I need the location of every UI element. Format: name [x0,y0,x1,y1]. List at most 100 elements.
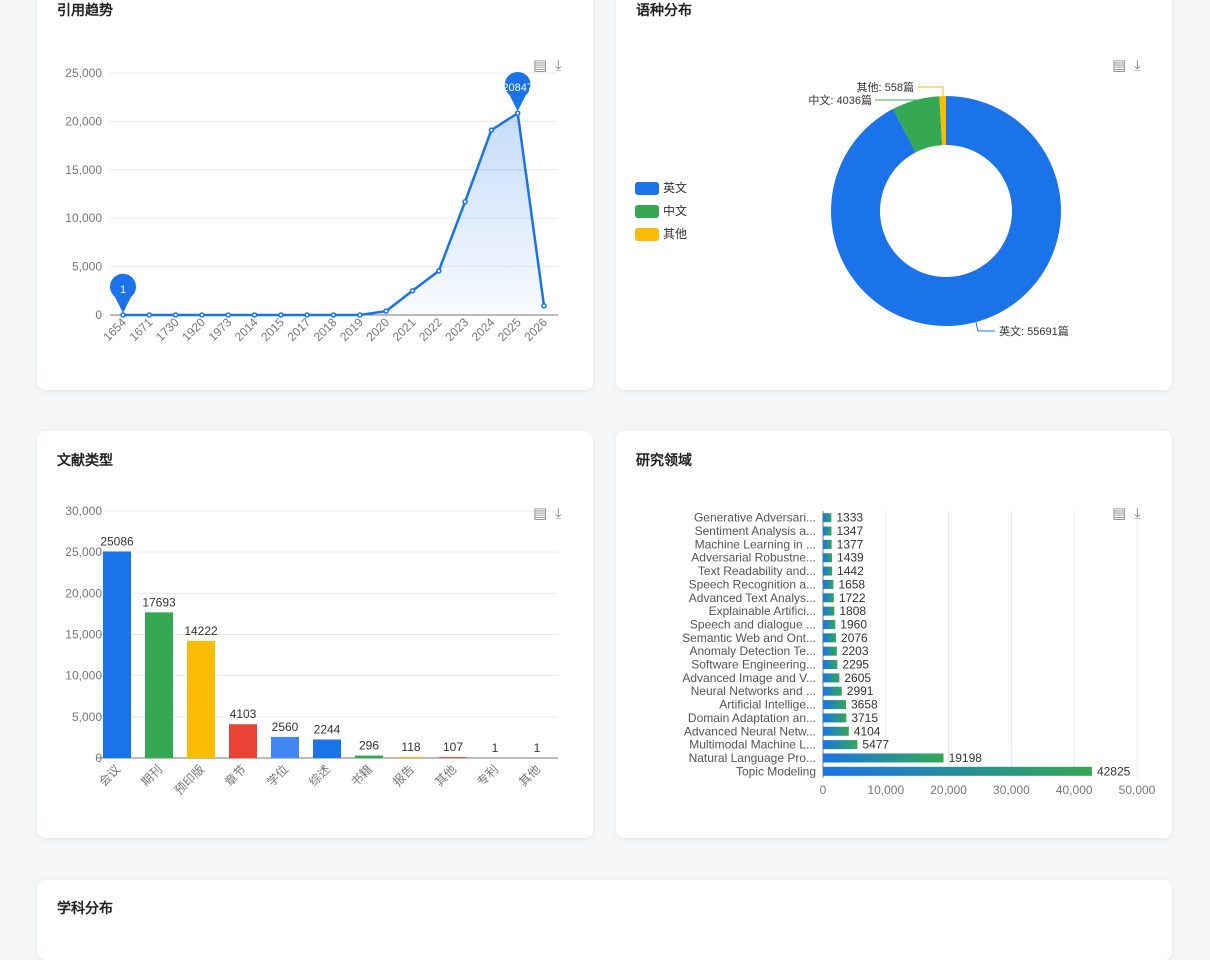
data-view-icon[interactable]: ▤ [1112,57,1126,74]
data-point [410,289,414,293]
x-tick-label: 30,000 [993,783,1030,797]
bar[interactable] [229,724,257,758]
x-tick-label: 1730 [153,315,182,344]
data-point [121,313,125,317]
y-tick-label: Machine Learning in ... [695,537,816,551]
bar[interactable] [823,740,857,749]
x-tick-label: 10,000 [867,783,904,797]
legend-swatch[interactable] [635,182,659,195]
bar[interactable] [823,540,832,549]
data-label: 42825 [1097,764,1131,778]
y-tick-label: Multimodal Machine L... [689,738,816,752]
data-point [147,313,151,317]
y-tick-label: 10,000 [65,669,102,683]
data-view-icon[interactable]: ▤ [533,57,547,74]
data-point [200,313,204,317]
y-tick-label: Speech and dialogue ... [690,617,816,631]
x-tick-label: 其他 [516,762,543,789]
y-tick-label: 5,000 [72,710,102,724]
bar[interactable] [145,612,173,758]
data-point [305,313,309,317]
bar[interactable] [313,740,341,758]
bar[interactable] [823,633,836,642]
slice-label: 英文: 55691篇 [999,324,1069,338]
y-tick-label: Domain Adaptation an... [688,711,816,725]
data-label: 1439 [837,551,864,565]
x-tick-label: 2024 [469,315,498,344]
x-tick-label: 2018 [311,315,340,344]
x-tick-label: 50,000 [1119,783,1156,797]
y-tick-label: 25,000 [65,66,102,80]
data-point [437,269,441,273]
slice-label: 其他: 558篇 [857,80,914,94]
bar[interactable] [355,756,383,758]
x-tick-label: 2020 [363,315,392,344]
bar[interactable] [823,593,834,602]
bar[interactable] [823,700,846,709]
data-view-icon[interactable]: ▤ [533,505,547,522]
legend-label[interactable]: 英文 [663,180,687,195]
x-tick-label: 期刊 [138,762,165,789]
bar[interactable] [823,567,832,576]
y-tick-label: Natural Language Pro... [689,751,816,765]
bar[interactable] [823,527,831,536]
bar[interactable] [823,580,833,589]
data-label: 1960 [840,617,867,631]
x-tick-label: 1973 [206,315,235,344]
bar[interactable] [823,727,849,736]
y-tick-label: Anomaly Detection Te... [689,644,816,658]
bar[interactable] [397,757,425,758]
bar[interactable] [187,641,215,758]
data-point [489,128,493,132]
bar[interactable] [823,647,837,656]
y-tick-label: Adversarial Robustne... [691,551,816,565]
bar[interactable] [823,607,834,616]
y-tick-label: Text Readability and... [698,564,816,578]
bar[interactable] [823,620,835,629]
y-tick-label: Semantic Web and Ont... [682,631,816,645]
bar[interactable] [823,513,831,522]
legend-swatch[interactable] [635,228,659,241]
y-tick-label: Sentiment Analysis a... [695,524,816,538]
data-label: 2991 [847,684,874,698]
download-icon[interactable]: ⤓ [1134,505,1141,522]
data-label: 1 [534,741,541,755]
marker-label: 20847 [502,82,533,94]
x-tick-label: 章节 [222,762,250,790]
x-tick-label: 20,000 [930,783,967,797]
data-label: 1442 [837,564,864,578]
legend-label[interactable]: 中文 [663,203,687,218]
download-icon[interactable]: ⤓ [1134,57,1141,74]
y-tick-label: 0 [95,308,102,322]
data-label: 1347 [836,524,863,538]
download-icon[interactable]: ⤓ [555,505,562,522]
marker-label: 1 [120,284,126,296]
x-tick-label: 1654 [100,315,129,344]
bar[interactable] [823,660,837,669]
bar[interactable] [103,551,131,758]
bar[interactable] [823,553,832,562]
data-label: 14222 [184,624,218,638]
bar[interactable] [823,767,1092,776]
legend-swatch[interactable] [635,205,659,218]
legend-label[interactable]: 其他 [663,227,687,241]
bar[interactable] [271,737,299,758]
y-tick-label: Neural Networks and ... [691,684,816,698]
x-tick-label: 2019 [337,315,366,344]
data-point [516,111,520,115]
y-tick-label: 10,000 [65,211,102,225]
x-tick-label: 综述 [306,762,333,789]
data-view-icon[interactable]: ▤ [1112,505,1126,522]
x-tick-label: 1671 [127,315,156,344]
data-point [279,313,283,317]
x-tick-label: 2023 [442,315,471,344]
y-tick-label: Software Engineering... [691,658,816,672]
bar[interactable] [823,687,842,696]
download-icon[interactable]: ⤓ [555,57,562,74]
x-tick-label: 2022 [416,315,445,344]
bar[interactable] [823,753,944,762]
data-point [384,309,388,313]
bar[interactable] [439,757,467,758]
bar[interactable] [823,673,839,682]
bar[interactable] [823,713,846,722]
